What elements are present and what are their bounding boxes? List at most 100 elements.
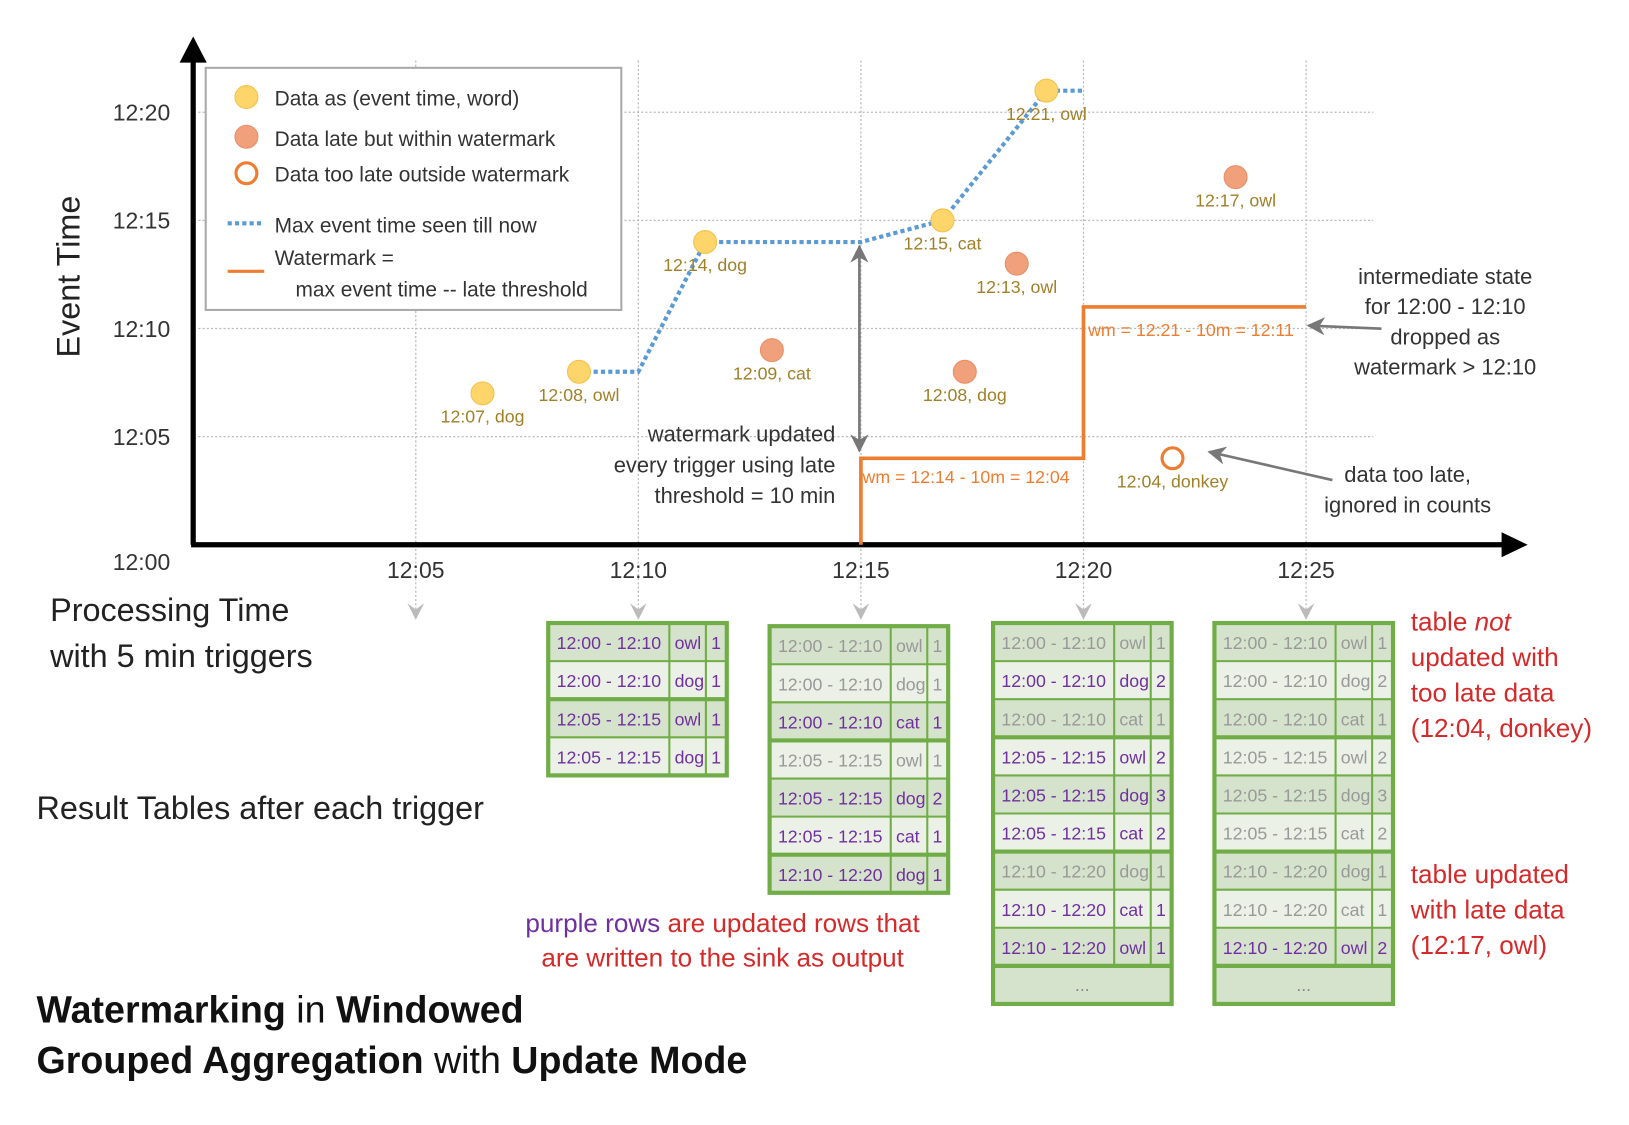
table-row: 12:00 - 12:10 cat 1 [993,699,1172,738]
window-cell: 12:00 - 12:10 [778,674,883,694]
row-background [769,778,949,817]
x-axis-label-line1: Processing Time [50,592,289,628]
table-row-updated: 12:00 - 12:10 dog 1 [548,661,727,700]
window-cell: 12:05 - 12:15 [1001,785,1106,805]
window-cell: 12:00 - 12:10 [778,712,883,732]
table-row-updated: 12:05 - 12:15 cat 1 [769,816,949,855]
legend-watermark-line2: max event time -- late threshold [296,278,588,301]
watermark-updated-note-2: every trigger using late [614,453,836,478]
window-cell: 12:00 - 12:10 [778,636,883,656]
watermark-updated-note-3: threshold = 10 min [654,483,835,508]
word-cell: cat [1341,824,1365,844]
not-updated-note-1: table not [1411,606,1513,636]
trigger-arrow-icon [629,603,647,620]
table-row-updated: 12:10 - 12:20 owl 1 [993,927,1172,966]
row-background [1214,927,1394,966]
table-row-updated: 12:05 - 12:15 owl 2 [993,737,1172,776]
table-row-updated: 12:05 - 12:15 cat 2 [993,813,1172,852]
word-cell: cat [896,827,920,847]
row-background [769,702,949,741]
y-tick-label: 12:20 [113,100,170,126]
diagram-title-line2: Grouped Aggregation with Update Mode [37,1039,748,1081]
row-background [993,775,1172,814]
data-point [693,230,718,255]
y-tick-label: 12:10 [113,316,170,342]
window-cell: 12:00 - 12:10 [1001,709,1106,729]
table-border [1212,620,1396,1007]
result-table: 12:00 - 12:10 owl 112:00 - 12:10 dog 112:00 … [767,624,951,895]
row-background [1214,661,1394,700]
row-background [993,623,1172,662]
count-cell: 2 [1377,824,1387,844]
window-cell: 12:05 - 12:15 [557,709,662,729]
table-border [546,620,729,778]
row-background [548,661,727,700]
row-background [993,889,1172,928]
row-background [1214,889,1394,928]
not-updated-not: not [1475,606,1513,636]
row-background [548,737,727,776]
x-axis-arrow-icon [1501,532,1528,558]
trigger-arrow-icon [1297,603,1315,620]
y-axis-arrow-icon [179,36,207,63]
window-cell: 12:00 - 12:10 [1001,633,1106,653]
word-cell: cat [1119,900,1143,920]
legend-too-late: Data too late outside watermark [275,164,570,187]
table-row: 12:05 - 12:15 owl 1 [769,740,949,779]
count-cell: 2 [932,789,942,809]
word-cell: dog [1119,671,1149,691]
data-point [930,208,955,233]
trigger-arrow-icon [852,603,870,620]
grid [198,60,1374,620]
window-cell: 12:00 - 12:10 [557,633,662,653]
more-rows-background [993,965,1172,1004]
watermark-label-2: wm = 12:21 - 10m = 12:11 [1087,320,1294,340]
row-background [993,699,1172,738]
result-table: 12:00 - 12:10 owl 112:00 - 12:10 dog 212:00 … [990,620,1174,1007]
table-row-updated: 12:05 - 12:15 dog 1 [548,737,727,776]
word-cell: dog [675,671,705,691]
state-dropped-note-2: for 12:00 - 12:10 [1365,294,1526,319]
row-background [993,661,1172,700]
row-background [769,740,949,779]
count-cell: 1 [932,865,942,885]
table-row: 12:00 - 12:10 dog 1 [769,664,949,703]
count-cell: 1 [711,633,721,653]
count-cell: 1 [1156,709,1166,729]
data-points: 12:07, dog 12:08, owl 12:14, dog 12:09, cat… [441,78,1276,491]
count-cell: 1 [1377,900,1387,920]
max-event-time-line [578,88,1084,374]
word-cell: cat [1341,900,1365,920]
y-tick-label: 12:00 [113,549,170,575]
state-dropped-note-3: dropped as [1390,324,1500,349]
word-cell: owl [1341,747,1368,767]
word-cell: owl [1341,633,1368,653]
table-row: 12:00 - 12:10 owl 1 [993,623,1172,662]
data-point-label: 12:08, owl [539,385,620,405]
word-cell: dog [1119,862,1149,882]
row-background [993,737,1172,776]
legend-on-time-marker [234,85,259,110]
row-background [993,927,1172,966]
count-cell: 1 [1377,862,1387,882]
data-point-label: 12:21, owl [1006,104,1087,124]
result-table: 12:00 - 12:10 owl 112:00 - 12:10 dog 112:05 … [546,620,729,778]
data-point [1034,78,1059,103]
row-background [1214,623,1394,662]
purple-rows-term: purple rows [525,908,660,938]
title-in: in [286,989,336,1031]
too-late-note-2: ignored in counts [1324,492,1491,517]
word-cell: dog [1119,785,1149,805]
word-cell: cat [896,712,920,732]
x-tick-label: 12:05 [387,557,444,583]
purple-rows-note-1: purple rows are updated rows that [525,908,920,938]
window-cell: 12:10 - 12:20 [1001,938,1106,958]
legend-late: Data late but within watermark [275,128,556,151]
row-background [1214,737,1394,776]
row-background [548,699,727,738]
y-tick-label: 12:15 [113,208,170,234]
window-cell: 12:00 - 12:10 [1223,671,1328,691]
row-background [548,623,727,662]
window-cell: 12:05 - 12:15 [1223,785,1328,805]
